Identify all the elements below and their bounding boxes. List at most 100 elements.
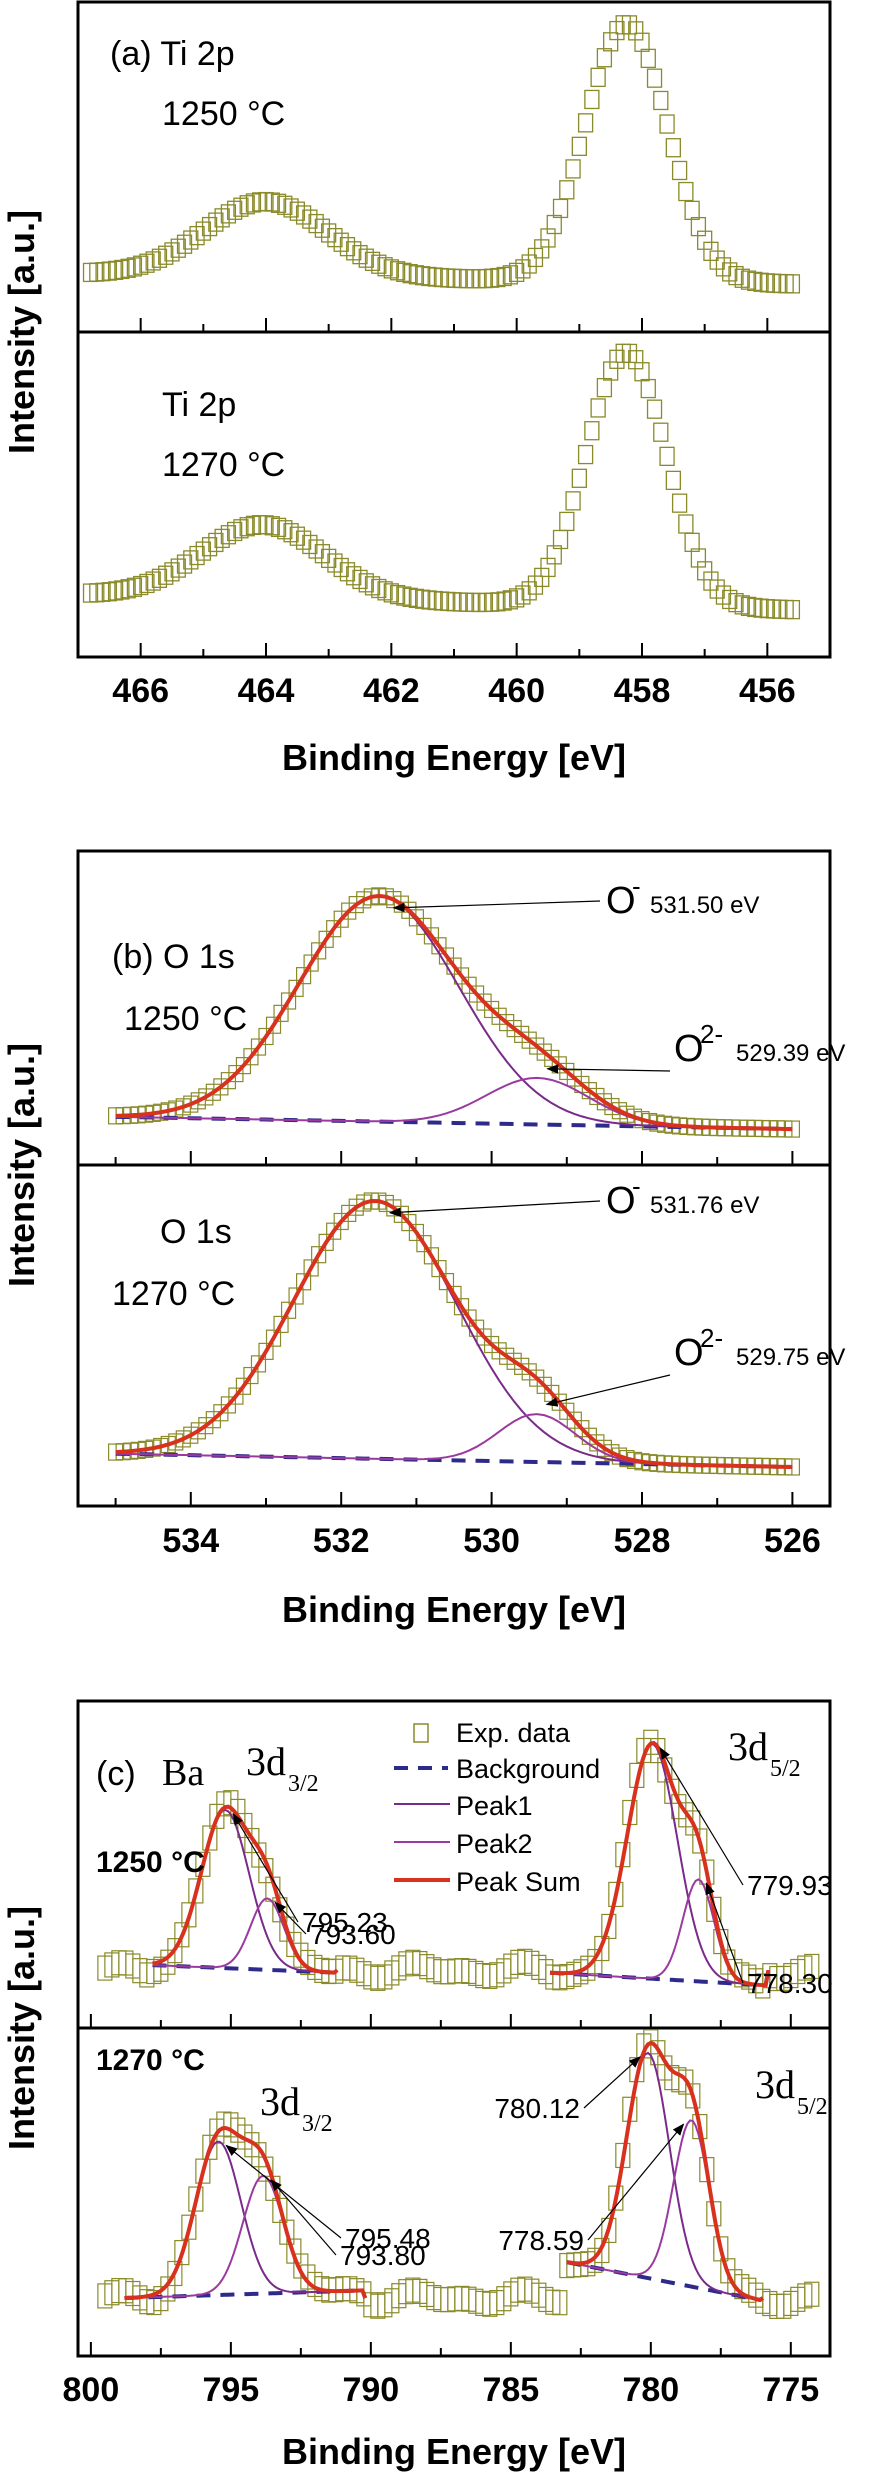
data-point-exp bbox=[601, 2217, 617, 2244]
data-point-exp bbox=[201, 537, 218, 557]
x-axis-title-c: Binding Energy [eV] bbox=[282, 2431, 626, 2472]
data-point-exp bbox=[740, 596, 757, 617]
data-point-exp bbox=[692, 1828, 708, 1854]
data-point-exp bbox=[139, 573, 155, 594]
annotation-arrow bbox=[225, 2144, 342, 2239]
data-point-exp bbox=[740, 270, 757, 290]
legend-label-peak-sum: Peak Sum bbox=[456, 1867, 581, 1897]
data-point-exp bbox=[640, 48, 656, 69]
data-point-exp bbox=[208, 532, 224, 553]
data-point-exp bbox=[734, 268, 750, 288]
label-a-bot-1: Ti 2p bbox=[162, 386, 236, 424]
data-point-exp bbox=[728, 592, 744, 613]
annotation-arrow bbox=[583, 2056, 641, 2109]
data-point-exp bbox=[515, 585, 531, 605]
data-point-exp bbox=[609, 349, 625, 369]
data-point-exp bbox=[289, 201, 305, 221]
data-point-exp bbox=[289, 526, 305, 546]
data-point-exp bbox=[621, 15, 638, 35]
data-point-exp bbox=[784, 599, 801, 620]
label-b-top-2: 1250 °C bbox=[124, 1000, 247, 1038]
data-point-exp bbox=[804, 1953, 820, 1980]
data-point-exp bbox=[164, 242, 180, 262]
data-point-exp bbox=[659, 114, 675, 134]
data-point-exp bbox=[151, 568, 168, 588]
annotation-arrow bbox=[270, 2178, 337, 2256]
series-peak-sum bbox=[566, 2040, 764, 2303]
data-point-exp bbox=[728, 265, 744, 286]
annotation-arrow bbox=[274, 1901, 307, 1935]
data-point-exp bbox=[233, 197, 249, 217]
orbital-sublabel: 5/2 bbox=[797, 2094, 828, 2120]
data-point-exp bbox=[188, 2186, 204, 2212]
data-point-exp bbox=[709, 579, 725, 599]
legend-label-peak2: Peak2 bbox=[456, 1829, 533, 1859]
data-point-exp bbox=[364, 251, 381, 272]
annotation-ion: O bbox=[674, 1332, 704, 1374]
data-point-exp bbox=[408, 588, 425, 609]
data-point-exp bbox=[628, 21, 644, 41]
label-c-bot-temp: 1270 °C bbox=[96, 2044, 205, 2077]
data-point-exp bbox=[509, 588, 525, 608]
data-point-exp bbox=[665, 470, 681, 490]
annotation-arrow bbox=[546, 1064, 671, 1074]
series-peak1 bbox=[124, 2140, 367, 2299]
data-point-exp bbox=[540, 557, 556, 578]
data-point-exp bbox=[158, 565, 174, 585]
data-point-exp bbox=[415, 589, 431, 609]
data-point-exp bbox=[747, 271, 763, 292]
data-point-exp bbox=[552, 198, 569, 219]
series-peak-sum bbox=[115, 893, 793, 1132]
data-point-exp bbox=[377, 257, 393, 277]
data-point-exp bbox=[678, 514, 694, 534]
annotation-arrow bbox=[587, 2123, 685, 2241]
data-point-exp bbox=[590, 67, 606, 87]
data-point-exp bbox=[114, 259, 130, 280]
label-c-element: Ba bbox=[162, 1752, 204, 1794]
data-point-exp bbox=[584, 421, 600, 441]
label-c-tag: (c) bbox=[96, 1755, 136, 1793]
panel-ti-2p: 466 464 462 460 458 456 bbox=[76, 0, 832, 710]
y-axis-title-b: Intensity [a.u.] bbox=[1, 1043, 42, 1287]
data-point-exp bbox=[346, 241, 362, 261]
annotation-charge: - bbox=[632, 871, 641, 901]
data-point-exp bbox=[270, 517, 287, 538]
data-point-exp bbox=[559, 511, 575, 532]
data-point-exp bbox=[601, 1913, 617, 1940]
orbital-sublabel: 5/2 bbox=[770, 1756, 801, 1782]
data-point-exp bbox=[715, 585, 732, 605]
data-point-exp bbox=[540, 228, 556, 248]
annotation-charge: 2- bbox=[700, 1323, 723, 1353]
orbital-label: 3d bbox=[755, 2062, 795, 2107]
annotation-ion: O bbox=[606, 1180, 636, 1222]
data-point-exp bbox=[264, 516, 280, 536]
annotation-arrow bbox=[232, 1812, 299, 1923]
data-point-exp bbox=[389, 584, 406, 605]
data-point-exp bbox=[101, 261, 117, 281]
x-tick-label: 528 bbox=[614, 1522, 671, 1560]
legend-label-background: Background bbox=[456, 1754, 600, 1784]
data-point-exp bbox=[107, 581, 124, 601]
annotation-value: 795.48 bbox=[345, 2223, 431, 2254]
data-point-exp bbox=[703, 571, 719, 591]
data-point-exp bbox=[339, 562, 356, 582]
data-point-exp bbox=[133, 575, 149, 596]
data-point-exp bbox=[133, 255, 149, 275]
data-point-exp bbox=[483, 268, 500, 288]
label-a-bot-2: 1270 °C bbox=[162, 446, 285, 484]
data-point-exp bbox=[352, 569, 368, 590]
data-point-exp bbox=[653, 422, 669, 442]
data-point-exp bbox=[590, 398, 606, 418]
x-tick-label: 458 bbox=[614, 672, 671, 710]
data-point-exp bbox=[734, 595, 750, 615]
label-b-top-1: (b) O 1s bbox=[112, 938, 235, 976]
x-tick-label: 790 bbox=[342, 2371, 399, 2409]
data-point-exp bbox=[283, 523, 299, 543]
data-point-exp bbox=[534, 239, 550, 259]
orbital-label: 3d bbox=[260, 2079, 300, 2124]
x-tick-label: 532 bbox=[313, 1522, 370, 1560]
data-point-exp bbox=[139, 253, 155, 273]
data-point-exp bbox=[521, 254, 537, 274]
label-a-top-2: 1250 °C bbox=[162, 95, 285, 133]
